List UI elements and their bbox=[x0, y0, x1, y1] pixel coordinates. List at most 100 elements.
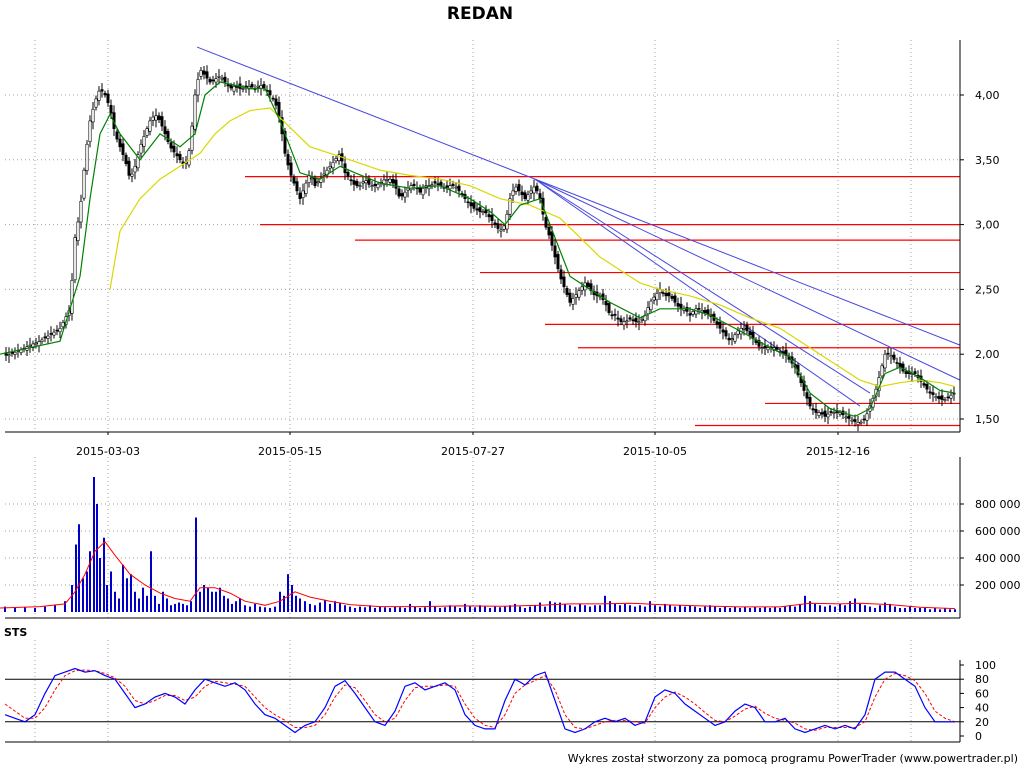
volume-bar bbox=[239, 598, 241, 612]
sts-y-tick-label: 100 bbox=[975, 659, 996, 672]
volume-bar bbox=[854, 598, 856, 612]
volume-bar bbox=[344, 605, 346, 612]
candle-body bbox=[154, 115, 158, 121]
candle-body bbox=[928, 391, 932, 394]
volume-moving-average bbox=[0, 541, 956, 610]
candle-body bbox=[577, 290, 581, 298]
candle-body bbox=[118, 138, 122, 148]
volume-bar bbox=[291, 585, 293, 612]
candle-body bbox=[346, 171, 350, 177]
volume-bar bbox=[829, 605, 831, 612]
volume-bar bbox=[744, 606, 746, 612]
volume-bar bbox=[469, 606, 471, 612]
volume-gridlines bbox=[5, 457, 960, 618]
candle-body bbox=[403, 191, 407, 198]
candle-body bbox=[634, 317, 638, 323]
volume-bar bbox=[110, 571, 112, 612]
candle-body bbox=[646, 307, 650, 315]
candle-body bbox=[637, 321, 641, 324]
candle-body bbox=[757, 340, 761, 347]
volume-bar bbox=[649, 601, 651, 612]
volume-bar bbox=[279, 591, 281, 612]
volume-bar bbox=[314, 605, 316, 612]
candle-body bbox=[397, 188, 401, 197]
candle-body bbox=[43, 336, 47, 339]
volume-bar bbox=[914, 607, 916, 612]
candle-body bbox=[187, 150, 191, 166]
candle-body bbox=[139, 143, 143, 154]
candle-body bbox=[616, 317, 620, 320]
candle-body bbox=[517, 184, 521, 192]
volume-bar bbox=[694, 606, 696, 612]
volume-bar bbox=[158, 603, 160, 612]
volume-bar bbox=[178, 602, 180, 612]
candle-body bbox=[175, 153, 179, 157]
candle-body bbox=[313, 177, 317, 187]
candle-body bbox=[625, 320, 629, 323]
sts-y-tick-label: 80 bbox=[975, 673, 989, 686]
candle-body bbox=[655, 292, 659, 301]
volume-bar bbox=[864, 605, 866, 612]
trendline bbox=[534, 178, 861, 407]
candle-body bbox=[352, 180, 356, 185]
candle-body bbox=[946, 396, 950, 399]
volume-bar bbox=[182, 603, 184, 612]
date-tick-label: 2015-10-05 bbox=[623, 445, 687, 458]
volume-bar bbox=[166, 598, 168, 612]
volume-bar bbox=[96, 504, 98, 612]
candle-body bbox=[706, 309, 710, 315]
candle-body bbox=[28, 344, 32, 347]
volume-bar bbox=[207, 587, 209, 612]
candle-body bbox=[523, 192, 527, 199]
volume-bar bbox=[118, 598, 120, 612]
candle-body bbox=[400, 193, 404, 197]
volume-bar bbox=[464, 603, 466, 612]
candle-body bbox=[451, 183, 455, 187]
candle-body bbox=[97, 90, 101, 101]
trendline bbox=[534, 178, 961, 381]
volume-bar bbox=[814, 603, 816, 612]
candle-body bbox=[478, 207, 482, 212]
candle-body bbox=[892, 354, 896, 360]
candle-body bbox=[664, 292, 668, 297]
candle-body bbox=[472, 202, 476, 209]
volume-bar bbox=[874, 607, 876, 612]
candle-body bbox=[811, 408, 815, 411]
candle-body bbox=[301, 190, 305, 198]
volume-bar bbox=[195, 517, 197, 612]
candle-body bbox=[70, 280, 74, 314]
volume-bar bbox=[349, 606, 351, 612]
candle-body bbox=[169, 142, 173, 149]
volume-bar bbox=[394, 606, 396, 612]
candle-body bbox=[586, 282, 590, 288]
volume-bar bbox=[929, 609, 931, 612]
candle-body bbox=[763, 345, 767, 349]
volume-bar bbox=[454, 606, 456, 612]
candle-body bbox=[304, 182, 308, 194]
candle-body bbox=[529, 190, 533, 194]
volume-bar bbox=[130, 574, 132, 612]
candle-body bbox=[850, 419, 854, 422]
candle-body bbox=[76, 221, 80, 241]
candle-body bbox=[832, 412, 836, 414]
volume-bar bbox=[414, 606, 416, 612]
volume-bar bbox=[93, 477, 95, 612]
volume-bar bbox=[489, 607, 491, 612]
volume-bar bbox=[4, 606, 6, 612]
candle-body bbox=[226, 84, 230, 87]
candle-body bbox=[373, 183, 377, 187]
trendline bbox=[196, 46, 961, 346]
volume-bar bbox=[664, 603, 666, 612]
volume-y-tick-label: 200 000 bbox=[975, 579, 1021, 592]
volume-y-tick-label: 600 000 bbox=[975, 525, 1021, 538]
trendline bbox=[534, 178, 871, 394]
volume-bar bbox=[244, 605, 246, 612]
volume-bar bbox=[364, 607, 366, 612]
candle-body bbox=[148, 120, 152, 132]
candle-body bbox=[457, 185, 461, 192]
candle-body bbox=[133, 165, 137, 173]
candle-body bbox=[31, 343, 35, 349]
volume-bar bbox=[884, 602, 886, 612]
